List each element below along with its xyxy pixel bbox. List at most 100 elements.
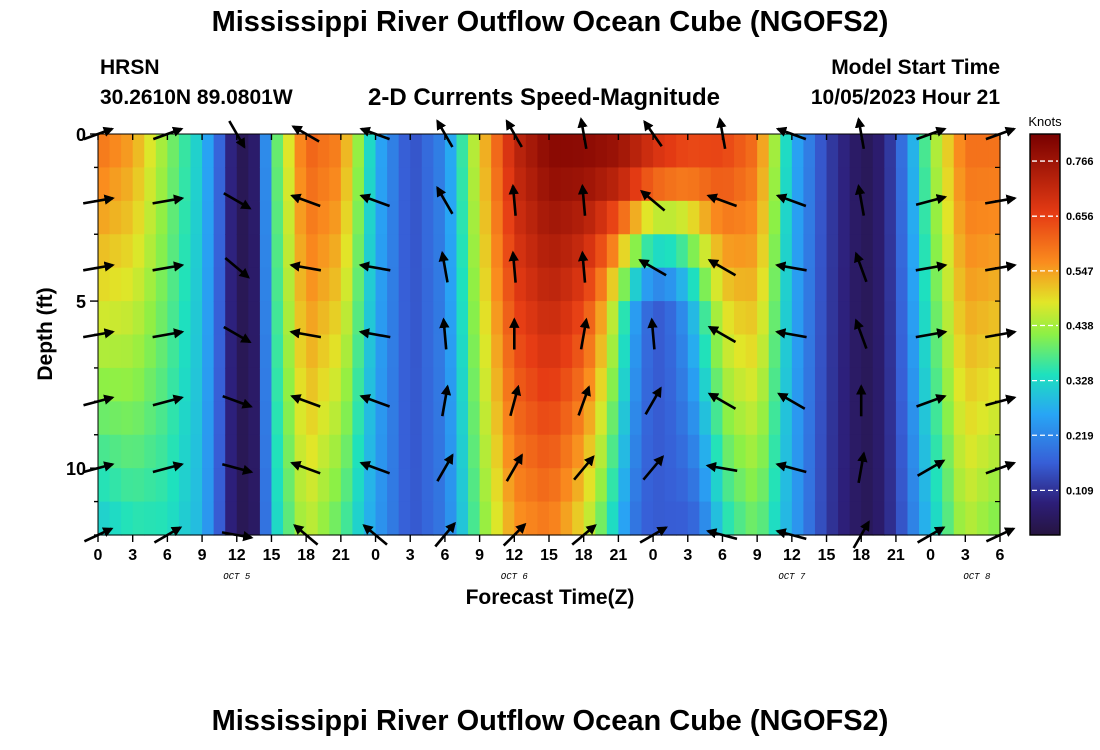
current-vector [359, 193, 391, 208]
heatmap-cell [953, 334, 966, 369]
current-vector [222, 394, 253, 409]
heatmap-cell [803, 434, 816, 469]
heatmap-cell [491, 367, 504, 402]
heatmap-cell [121, 334, 134, 369]
heatmap-cell [283, 267, 296, 302]
heatmap-cell [225, 334, 238, 369]
current-vector [152, 461, 184, 474]
colorbar-tick-label: 0.766 [1066, 156, 1094, 168]
heatmap-cell [271, 267, 284, 302]
heatmap-cell [687, 367, 700, 402]
heatmap-cell [271, 501, 284, 536]
heatmap-cell [514, 200, 527, 235]
heatmap-cell [745, 501, 758, 536]
heatmap-cell [768, 401, 781, 436]
heatmap-cell [872, 501, 885, 536]
heatmap-cell [814, 468, 828, 503]
colorbar: Knots 0.109 0.219 0.328 0.438 0.547 0.656 0.766 [1028, 114, 1094, 536]
heatmap-cell [641, 200, 654, 235]
heatmap-cell [155, 267, 168, 302]
y-tick-label: 0 [76, 125, 86, 145]
heatmap-cell [872, 267, 885, 302]
heatmap-cell [202, 200, 215, 235]
heatmap-cell [618, 367, 631, 402]
heatmap-cell [838, 234, 851, 269]
current-vector [647, 317, 658, 350]
heatmap-cell [699, 401, 712, 436]
heatmap-cell [919, 134, 932, 169]
heatmap-cell [468, 134, 481, 169]
heatmap-cell [560, 401, 573, 436]
heatmap-cell [919, 401, 932, 436]
heatmap-cell [595, 367, 608, 402]
heatmap-cell [606, 501, 619, 536]
heatmap-cell [687, 501, 700, 536]
heatmap-cell [653, 468, 666, 503]
heatmap-cell [375, 501, 388, 536]
heatmap-cell [699, 468, 712, 503]
heatmap-cell [907, 334, 920, 369]
heatmap-cell [421, 134, 434, 169]
heatmap-cell [826, 267, 839, 302]
heatmap-cell [525, 167, 539, 202]
heatmap-cell [225, 267, 238, 302]
heatmap-cell [259, 334, 273, 369]
heatmap-cell [722, 334, 735, 369]
heatmap-cell [375, 267, 388, 302]
heatmap-cell [387, 367, 400, 402]
colorbar-tick-label: 0.547 [1066, 266, 1094, 278]
heatmap-cell [537, 234, 550, 269]
heatmap-cell [294, 200, 307, 235]
heatmap-cell [329, 367, 342, 402]
heatmap-cell [988, 367, 1001, 402]
heatmap-cell [317, 234, 330, 269]
heatmap-cell [768, 301, 781, 336]
heatmap-cell [942, 301, 955, 336]
heatmap-cell [988, 468, 1001, 503]
heatmap-cell [259, 267, 273, 302]
heatmap-cell [190, 234, 203, 269]
heatmap-cell [121, 234, 134, 269]
heatmap-cell [444, 301, 458, 336]
heatmap-cell [144, 267, 157, 302]
heatmap-cell [942, 468, 955, 503]
heatmap-cell [190, 501, 203, 536]
heatmap-cell [132, 434, 145, 469]
heatmap-cell [745, 200, 758, 235]
heatmap-cell [710, 468, 724, 503]
heatmap-cell [248, 167, 261, 202]
current-vector [290, 460, 321, 475]
heatmap-cell [549, 234, 562, 269]
heatmap-cell [953, 134, 966, 169]
heatmap-cell [572, 367, 585, 402]
heatmap-cell [583, 334, 596, 369]
heatmap-cell [271, 234, 284, 269]
heatmap-cell [178, 468, 192, 503]
x-tick-label: 21 [609, 547, 627, 564]
heatmap-cell [664, 134, 677, 169]
heatmap-cell [895, 267, 909, 302]
heatmap-cell [953, 234, 966, 269]
heatmap-cell [734, 468, 747, 503]
heatmap-cell [340, 267, 354, 302]
heatmap-cell [953, 501, 966, 536]
heatmap-cell [306, 200, 319, 235]
heatmap-cell [109, 501, 122, 536]
heatmap-cell [132, 468, 145, 503]
heatmap-cell [826, 234, 839, 269]
heatmap-cell [410, 134, 423, 169]
heatmap-cell [653, 234, 666, 269]
x-tick-label: 12 [228, 547, 246, 564]
heatmap-cell [838, 200, 851, 235]
heatmap-cell [410, 334, 423, 369]
heatmap-cell [283, 134, 296, 169]
heatmap-cell [606, 401, 619, 436]
heatmap-cell [340, 167, 354, 202]
heatmap-cell [121, 434, 134, 469]
heatmap-cell [121, 401, 134, 436]
heatmap-cell [456, 200, 469, 235]
heatmap-cell [988, 334, 1001, 369]
heatmap-cell [271, 134, 284, 169]
heatmap-cell [757, 434, 770, 469]
heatmap-cell [745, 301, 758, 336]
